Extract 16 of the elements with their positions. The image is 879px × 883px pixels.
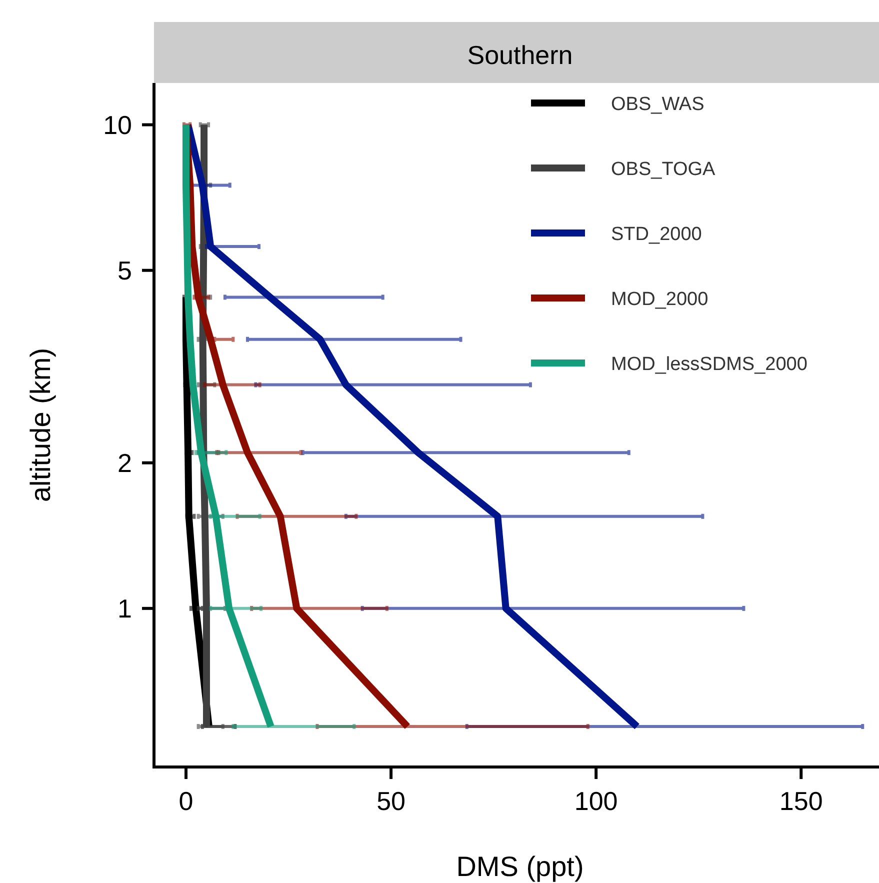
x-tick-label: 150 — [779, 786, 823, 816]
legend-label: OBS_WAS — [611, 94, 704, 115]
legend-label: MOD_lessSDMS_2000 — [611, 354, 808, 375]
x-axis-title: DMS (ppt) — [456, 851, 584, 882]
y-tick-label: 5 — [118, 255, 132, 286]
legend-label: OBS_TOGA — [611, 159, 716, 180]
x-tick-label: 50 — [376, 786, 406, 816]
legend-label: STD_2000 — [611, 224, 702, 245]
y-tick-label: 10 — [103, 110, 132, 140]
y-axis-title: altitude (km) — [25, 348, 56, 502]
y-tick-label: 1 — [118, 593, 132, 624]
x-tick-label: 100 — [574, 786, 618, 816]
chart-title: Southern — [467, 40, 573, 70]
legend-label: MOD_2000 — [611, 289, 708, 310]
y-tick-label: 2 — [118, 448, 132, 478]
x-tick-label: 0 — [178, 786, 194, 816]
